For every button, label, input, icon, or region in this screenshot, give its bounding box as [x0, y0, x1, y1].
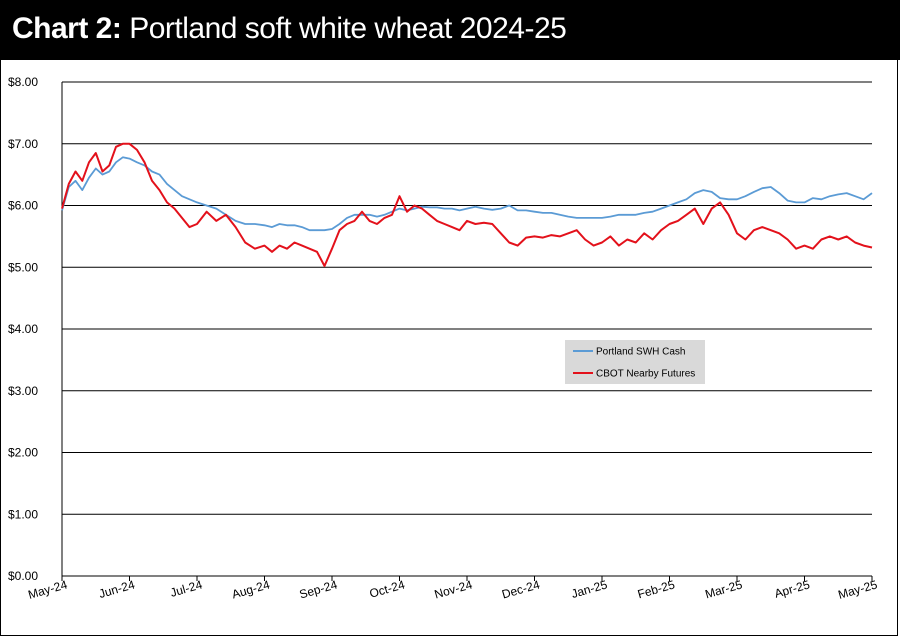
- chart-title: Chart 2: Portland soft white wheat 2024-…: [12, 12, 567, 46]
- x-axis: May-24 Jun-24 Jul-24 Aug-24 Sep-24 Oct-24 Nov-…: [27, 82, 880, 602]
- x-tick-label: Jul-24: [169, 577, 205, 600]
- x-tick-label: Apr-25: [773, 577, 812, 600]
- gridlines: [62, 81, 872, 577]
- x-tick-label: Feb-25: [636, 577, 677, 601]
- y-tick-label: $5.00: [8, 260, 38, 274]
- x-tick-label: Oct-24: [368, 577, 407, 600]
- legend-label: CBOT Nearby Futures: [596, 369, 695, 380]
- y-tick-label: $0.00: [8, 569, 38, 583]
- series-line: [61, 142, 873, 267]
- x-tick-label: Mar-25: [703, 577, 744, 601]
- y-tick-label: $4.00: [8, 322, 38, 336]
- x-tick-label: Aug-24: [230, 577, 271, 601]
- x-tick-label: Sep-24: [298, 577, 339, 601]
- chart-title-lead: Chart 2:: [12, 12, 122, 45]
- x-tick-label: Jun-24: [97, 577, 136, 601]
- legend: Portland SWH Cash CBOT Nearby Futures: [565, 340, 705, 384]
- x-tick-label: Dec-24: [500, 577, 541, 601]
- y-tick-label: $3.00: [8, 384, 38, 398]
- y-tick-label: $8.00: [8, 75, 38, 89]
- y-tick-label: $2.00: [8, 446, 38, 460]
- y-tick-label: $1.00: [8, 507, 38, 521]
- x-tick-label: Jan-25: [570, 577, 609, 601]
- title-bar: Chart 2: Portland soft white wheat 2024-…: [0, 0, 900, 60]
- series-line: [61, 156, 873, 232]
- y-axis-ticks: $0.00 $1.00 $2.00 $3.00 $4.00 $5.00 $6.00 $7.00…: [8, 75, 38, 583]
- line-chart: $0.00 $1.00 $2.00 $3.00 $4.00 $5.00 $6.00 $7.00…: [8, 75, 880, 602]
- x-tick-label: Nov-24: [433, 577, 474, 601]
- legend-label: Portland SWH Cash: [596, 347, 685, 358]
- y-tick-label: $6.00: [8, 199, 38, 213]
- y-tick-label: $7.00: [8, 137, 38, 151]
- chart-title-rest: Portland soft white wheat 2024-25: [129, 12, 567, 45]
- x-tick-label: May-25: [837, 577, 880, 602]
- legend-box: [565, 340, 705, 384]
- series-lines: [61, 142, 873, 267]
